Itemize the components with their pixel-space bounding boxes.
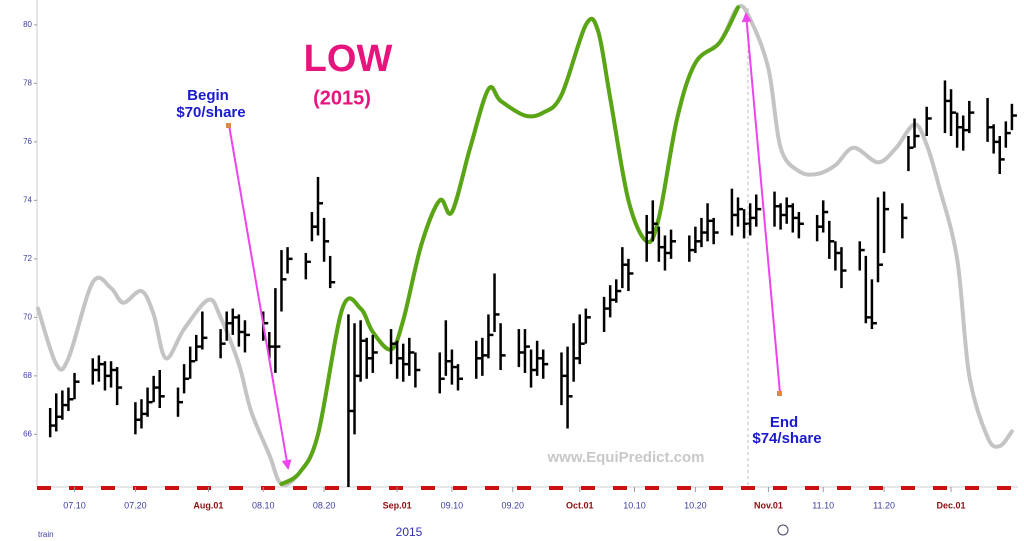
point-marker — [777, 391, 782, 396]
point-marker — [226, 123, 231, 128]
x-tick-label: 11.20 — [873, 500, 895, 510]
x-tick-label: 07.20 — [124, 500, 147, 510]
footer-label: train — [38, 530, 54, 539]
x-tick-label: Dec.01 — [937, 500, 966, 510]
y-tick-label: 66 — [23, 429, 32, 438]
x-tick-label: 09.10 — [441, 500, 464, 510]
x-tick-label: Nov.01 — [754, 500, 783, 510]
y-tick-label: 74 — [23, 195, 32, 204]
icon — [777, 524, 789, 536]
x-tick-label: 09.20 — [502, 500, 525, 510]
x-axis-label: 2015 — [396, 525, 423, 539]
x-tick-label: Oct.01 — [566, 500, 594, 510]
watermark: www.EquiPredict.com — [547, 449, 705, 466]
y-tick-label: 70 — [23, 312, 32, 321]
chart-title: LOW — [304, 38, 393, 80]
y-tick-label: 76 — [23, 137, 32, 146]
x-tick-label: 08.10 — [252, 500, 275, 510]
y-tick-label: 80 — [23, 20, 32, 29]
x-tick-label: 10.20 — [684, 500, 707, 510]
annotation: $70/share — [176, 104, 245, 121]
y-tick-label: 78 — [23, 78, 32, 87]
ticks: 66 68 70 72 74 76 78 80 07.10 07.20 Aug.01 08.10 08.… — [23, 20, 965, 510]
y-tick-label: 72 — [23, 254, 32, 263]
end-arrow — [741, 12, 781, 394]
forecast-line — [279, 5, 740, 487]
annotation: $74/share — [752, 430, 821, 447]
x-tick-label: 10.10 — [623, 500, 646, 510]
x-tick-label: 08.20 — [313, 500, 336, 510]
plot — [36, 4, 1017, 487]
x-tick-label: Sep.01 — [383, 500, 412, 510]
begin-arrow — [228, 124, 292, 470]
y-tick-label: 68 — [23, 371, 32, 380]
x-tick-label: 07.10 — [63, 500, 86, 510]
x-tick-label: 11.10 — [812, 500, 834, 510]
annotation: End — [770, 414, 798, 431]
chart-subtitle: (2015) — [313, 87, 371, 109]
annotation: Begin — [187, 87, 229, 104]
x-tick-label: Aug.01 — [193, 500, 223, 510]
